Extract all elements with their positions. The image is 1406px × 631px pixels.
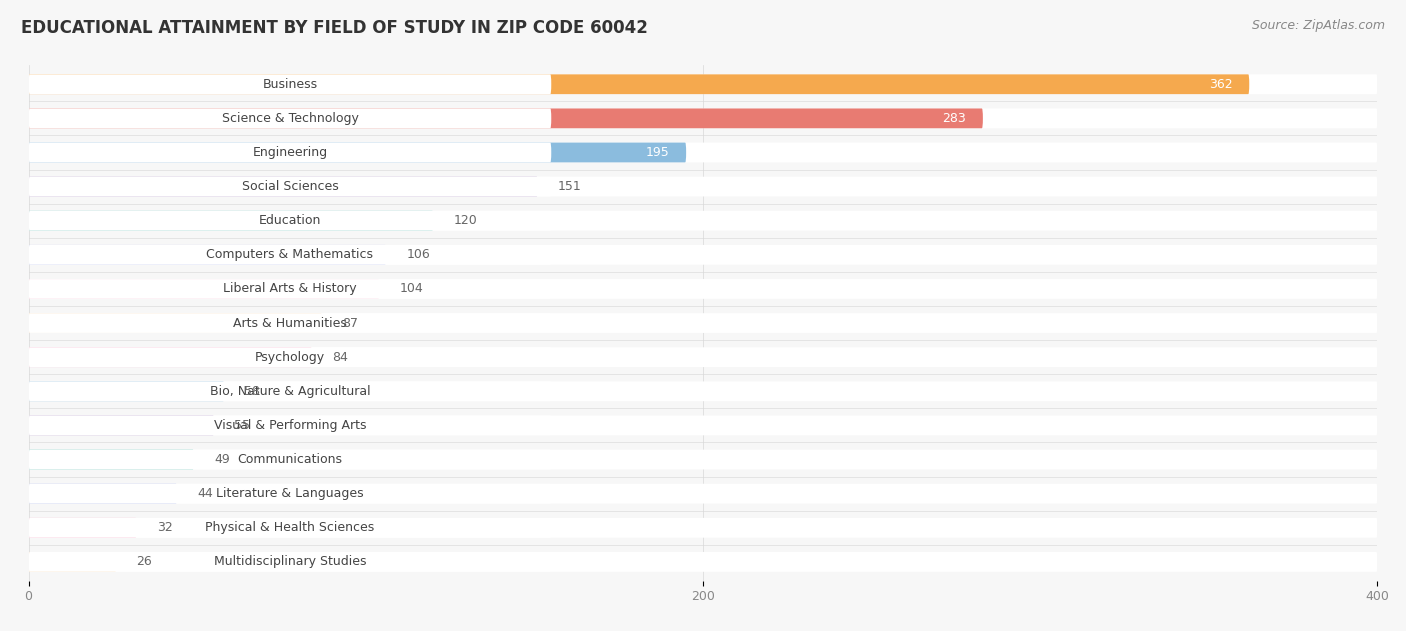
Text: 49: 49 — [214, 453, 229, 466]
Bar — [11, 204, 1395, 238]
FancyBboxPatch shape — [28, 518, 136, 538]
FancyBboxPatch shape — [28, 450, 551, 469]
Text: 26: 26 — [136, 555, 152, 569]
Bar — [11, 476, 1395, 510]
Text: 362: 362 — [1209, 78, 1233, 91]
Text: Visual & Performing Arts: Visual & Performing Arts — [214, 419, 366, 432]
Text: Education: Education — [259, 214, 321, 227]
FancyBboxPatch shape — [28, 450, 194, 469]
Text: Communications: Communications — [238, 453, 343, 466]
FancyBboxPatch shape — [28, 211, 1378, 230]
FancyBboxPatch shape — [28, 484, 177, 504]
FancyBboxPatch shape — [28, 347, 551, 367]
FancyBboxPatch shape — [28, 74, 551, 94]
Bar — [11, 136, 1395, 170]
FancyBboxPatch shape — [28, 245, 1378, 265]
Text: 106: 106 — [406, 249, 430, 261]
FancyBboxPatch shape — [28, 177, 537, 196]
Bar — [11, 510, 1395, 545]
FancyBboxPatch shape — [28, 552, 1378, 572]
FancyBboxPatch shape — [28, 279, 1378, 299]
FancyBboxPatch shape — [28, 347, 1378, 367]
Bar — [11, 102, 1395, 136]
Text: Literature & Languages: Literature & Languages — [217, 487, 364, 500]
Text: Business: Business — [263, 78, 318, 91]
Text: 120: 120 — [454, 214, 477, 227]
Text: Source: ZipAtlas.com: Source: ZipAtlas.com — [1251, 19, 1385, 32]
Text: Computers & Mathematics: Computers & Mathematics — [207, 249, 374, 261]
FancyBboxPatch shape — [28, 313, 551, 333]
FancyBboxPatch shape — [28, 313, 322, 333]
Text: Multidisciplinary Studies: Multidisciplinary Studies — [214, 555, 366, 569]
Text: 32: 32 — [156, 521, 173, 534]
FancyBboxPatch shape — [28, 518, 1378, 538]
Text: 55: 55 — [235, 419, 250, 432]
FancyBboxPatch shape — [28, 416, 214, 435]
Bar — [11, 408, 1395, 442]
FancyBboxPatch shape — [28, 177, 551, 196]
Text: Bio, Nature & Agricultural: Bio, Nature & Agricultural — [209, 385, 370, 398]
Text: 151: 151 — [558, 180, 582, 193]
FancyBboxPatch shape — [28, 109, 551, 128]
FancyBboxPatch shape — [28, 177, 1378, 196]
FancyBboxPatch shape — [28, 416, 551, 435]
FancyBboxPatch shape — [28, 211, 433, 230]
FancyBboxPatch shape — [28, 313, 1378, 333]
FancyBboxPatch shape — [28, 552, 117, 572]
Text: 87: 87 — [342, 317, 359, 329]
Bar — [11, 238, 1395, 272]
Bar — [11, 442, 1395, 476]
Text: 104: 104 — [399, 283, 423, 295]
FancyBboxPatch shape — [28, 484, 551, 504]
FancyBboxPatch shape — [28, 109, 983, 128]
FancyBboxPatch shape — [28, 381, 551, 401]
FancyBboxPatch shape — [28, 552, 551, 572]
FancyBboxPatch shape — [28, 109, 1378, 128]
Text: Liberal Arts & History: Liberal Arts & History — [224, 283, 357, 295]
Bar — [11, 545, 1395, 579]
FancyBboxPatch shape — [28, 245, 551, 265]
Text: 58: 58 — [245, 385, 260, 398]
Text: Psychology: Psychology — [254, 351, 325, 363]
Text: 283: 283 — [942, 112, 966, 125]
Text: Arts & Humanities: Arts & Humanities — [233, 317, 347, 329]
FancyBboxPatch shape — [28, 381, 1378, 401]
Text: 195: 195 — [645, 146, 669, 159]
FancyBboxPatch shape — [28, 381, 224, 401]
FancyBboxPatch shape — [28, 279, 380, 299]
Bar — [11, 340, 1395, 374]
Text: EDUCATIONAL ATTAINMENT BY FIELD OF STUDY IN ZIP CODE 60042: EDUCATIONAL ATTAINMENT BY FIELD OF STUDY… — [21, 19, 648, 37]
FancyBboxPatch shape — [28, 450, 1378, 469]
FancyBboxPatch shape — [28, 74, 1378, 94]
Bar — [11, 67, 1395, 102]
FancyBboxPatch shape — [28, 518, 551, 538]
FancyBboxPatch shape — [28, 416, 1378, 435]
Bar — [11, 272, 1395, 306]
FancyBboxPatch shape — [28, 143, 551, 162]
FancyBboxPatch shape — [28, 245, 387, 265]
Bar — [11, 306, 1395, 340]
Bar — [11, 170, 1395, 204]
Text: Science & Technology: Science & Technology — [222, 112, 359, 125]
FancyBboxPatch shape — [28, 484, 1378, 504]
Bar — [11, 374, 1395, 408]
FancyBboxPatch shape — [28, 143, 1378, 162]
FancyBboxPatch shape — [28, 279, 551, 299]
Text: Physical & Health Sciences: Physical & Health Sciences — [205, 521, 374, 534]
Text: 44: 44 — [197, 487, 212, 500]
FancyBboxPatch shape — [28, 74, 1250, 94]
FancyBboxPatch shape — [28, 347, 312, 367]
Text: Engineering: Engineering — [253, 146, 328, 159]
FancyBboxPatch shape — [28, 211, 551, 230]
Text: 84: 84 — [332, 351, 347, 363]
Text: Social Sciences: Social Sciences — [242, 180, 339, 193]
FancyBboxPatch shape — [28, 143, 686, 162]
